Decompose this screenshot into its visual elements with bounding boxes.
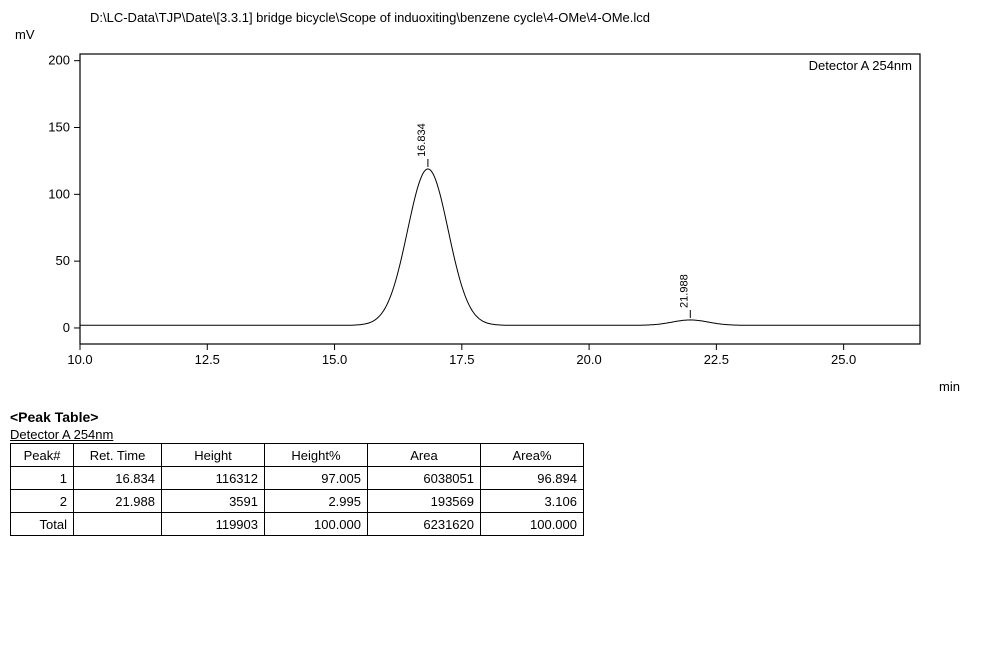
peak-label: 16.834 <box>416 123 428 157</box>
table-cell: 100.000 <box>481 513 584 536</box>
table-header-cell: Ret. Time <box>74 444 162 467</box>
svg-text:25.0: 25.0 <box>831 352 856 367</box>
table-cell: 97.005 <box>265 467 368 490</box>
svg-text:20.0: 20.0 <box>576 352 601 367</box>
svg-text:10.0: 10.0 <box>67 352 92 367</box>
peak-table-title: <Peak Table> <box>10 409 990 425</box>
table-total-row: Total119903100.0006231620100.000 <box>11 513 584 536</box>
svg-text:0: 0 <box>63 320 70 335</box>
svg-text:22.5: 22.5 <box>704 352 729 367</box>
table-cell: 6231620 <box>368 513 481 536</box>
chromatogram-svg: 0 50 100 150 200 10.0 12.5 15.0 17.5 20.0 22.5 25.0… <box>30 44 950 374</box>
table-cell: 2.995 <box>265 490 368 513</box>
table-header-cell: Area% <box>481 444 584 467</box>
table-cell <box>74 513 162 536</box>
svg-text:15.0: 15.0 <box>322 352 347 367</box>
table-cell: 3591 <box>162 490 265 513</box>
table-header-cell: Height% <box>265 444 368 467</box>
x-axis-unit: min <box>10 379 960 394</box>
peak-table: Peak#Ret. TimeHeightHeight%AreaArea%116.… <box>10 443 584 536</box>
svg-text:50: 50 <box>56 253 70 268</box>
table-header-cell: Peak# <box>11 444 74 467</box>
peak-label: 21.988 <box>678 274 690 308</box>
table-header-cell: Height <box>162 444 265 467</box>
svg-text:200: 200 <box>48 53 70 68</box>
table-header-cell: Area <box>368 444 481 467</box>
detector-label: Detector A 254nm <box>809 58 912 73</box>
table-cell: 193569 <box>368 490 481 513</box>
table-cell: Total <box>11 513 74 536</box>
peak-table-subtitle: Detector A 254nm <box>10 427 990 442</box>
y-axis-unit: mV <box>15 27 990 42</box>
table-cell: 119903 <box>162 513 265 536</box>
table-cell: 1 <box>11 467 74 490</box>
table-cell: 116312 <box>162 467 265 490</box>
table-cell: 21.988 <box>74 490 162 513</box>
table-cell: 3.106 <box>481 490 584 513</box>
table-cell: 6038051 <box>368 467 481 490</box>
svg-text:17.5: 17.5 <box>449 352 474 367</box>
svg-text:12.5: 12.5 <box>195 352 220 367</box>
table-cell: 2 <box>11 490 74 513</box>
table-row: 221.98835912.9951935693.106 <box>11 490 584 513</box>
svg-text:150: 150 <box>48 120 70 135</box>
table-cell: 100.000 <box>265 513 368 536</box>
file-path: D:\LC-Data\TJP\Date\[3.3.1] bridge bicyc… <box>90 10 990 25</box>
svg-text:100: 100 <box>48 186 70 201</box>
table-row: 116.83411631297.005603805196.894 <box>11 467 584 490</box>
chromatogram-chart: 0 50 100 150 200 10.0 12.5 15.0 17.5 20.0 22.5 25.0… <box>30 44 990 374</box>
table-cell: 16.834 <box>74 467 162 490</box>
table-cell: 96.894 <box>481 467 584 490</box>
